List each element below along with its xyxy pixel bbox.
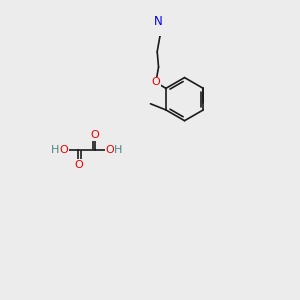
Text: O: O xyxy=(59,145,68,155)
Text: O: O xyxy=(152,77,160,87)
Text: O: O xyxy=(74,160,83,170)
Text: N: N xyxy=(154,15,163,28)
Text: H: H xyxy=(114,145,122,155)
Text: O: O xyxy=(91,130,100,140)
Text: O: O xyxy=(106,145,114,155)
Text: H: H xyxy=(51,145,59,155)
